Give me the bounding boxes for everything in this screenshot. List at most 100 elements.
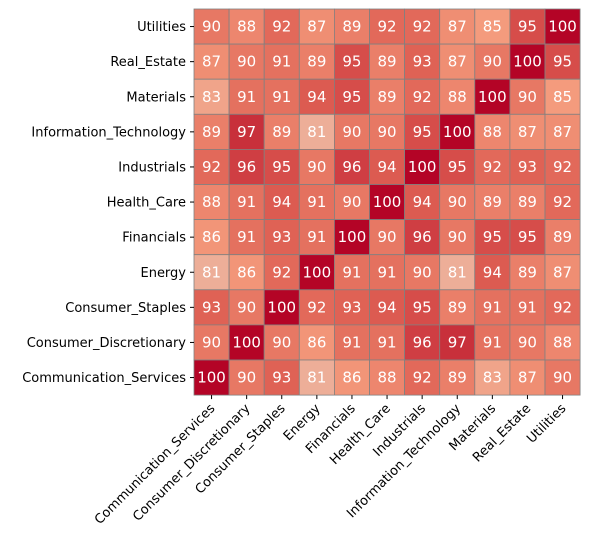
heatmap-cell [474,219,511,256]
heatmap-cell [474,148,511,185]
cell-value-label: 95 [413,298,432,316]
cell-value-label: 89 [307,53,326,71]
cell-value-label: 86 [307,333,326,351]
cell-value-label: 90 [518,333,537,351]
cell-value-label: 90 [237,369,256,387]
heatmap-cell [544,43,581,80]
heatmap-cell [298,113,335,150]
cell-value-label: 88 [448,88,467,106]
cell-value-label: 87 [448,18,467,36]
cell-value-label: 87 [307,18,326,36]
cell-value-label: 93 [342,298,361,316]
heatmap-cell [333,43,370,80]
cell-value-label: 96 [413,333,432,351]
cell-value-label: 90 [518,88,537,106]
cell-value-label: 94 [483,263,502,281]
heatmap-cell [228,359,265,396]
heatmap-cell [263,359,300,396]
cell-value-label: 90 [342,193,361,211]
heatmap-cell [263,324,300,361]
cell-value-label: 90 [272,333,291,351]
heatmap-cell [193,289,230,326]
x-tick-label: Utilities [524,401,569,446]
cell-value-label: 92 [307,298,326,316]
cell-value-label: 91 [342,263,361,281]
heatmap-cell [509,8,546,45]
heatmap-cell [193,219,230,256]
cell-value-label: 91 [237,228,256,246]
cell-value-label: 85 [553,88,572,106]
cell-value-label: 95 [518,228,537,246]
heatmap-cell [509,219,546,256]
cell-value-label: 89 [553,228,572,246]
heatmap-cell [439,8,476,45]
cell-value-label: 88 [378,369,397,387]
cell-value-label: 90 [237,53,256,71]
heatmap-cell [369,148,405,185]
heatmap-cell [509,289,546,326]
heatmap-cell [544,219,581,256]
cell-value-label: 100 [373,193,402,211]
heatmap-cell [474,43,511,80]
y-tick-label: Materials [126,90,186,105]
cell-value-label: 90 [237,298,256,316]
heatmap-cell [509,359,546,396]
heatmap-cell [474,78,511,115]
cell-value-label: 91 [272,53,291,71]
heatmap-cell [298,184,335,220]
cell-value-label: 86 [342,369,361,387]
cell-value-label: 87 [518,123,537,141]
cell-value-label: 83 [202,88,221,106]
heatmap-cell [263,219,300,256]
cell-value-label: 88 [483,123,502,141]
cell-value-label: 91 [518,298,537,316]
y-tick-label: Utilities [137,20,186,35]
cell-value-label: 100 [548,18,577,36]
cell-value-label: 91 [307,228,326,246]
heatmap-cell [263,289,300,326]
cell-value-label: 92 [202,158,221,176]
cell-value-label: 91 [272,88,291,106]
cell-value-label: 91 [237,88,256,106]
cell-value-label: 90 [448,193,467,211]
cell-value-label: 93 [518,158,537,176]
cell-value-label: 94 [272,193,291,211]
heatmap-cell [544,8,581,45]
heatmap-cell [404,219,441,256]
cell-value-label: 95 [483,228,502,246]
heatmap-cell [474,289,511,326]
heatmap-cell [404,43,441,80]
heatmap-cell [193,184,230,220]
heatmap-cell [404,78,441,115]
cell-value-label: 95 [342,88,361,106]
heatmap-cell [509,43,546,80]
heatmap-cell [439,324,476,361]
cell-value-label: 87 [553,263,572,281]
cell-value-label: 89 [342,18,361,36]
cell-value-label: 90 [553,369,572,387]
cell-value-label: 96 [237,158,256,176]
cell-value-label: 81 [448,263,467,281]
cell-value-label: 92 [413,88,432,106]
cell-value-label: 92 [553,158,572,176]
cell-value-label: 81 [202,263,221,281]
cell-value-label: 100 [232,333,261,351]
cell-value-label: 91 [378,333,397,351]
heatmap-cell [298,148,335,185]
cell-value-label: 90 [202,18,221,36]
cell-value-label: 92 [483,158,502,176]
heatmap-cell [333,359,370,396]
cell-value-label: 92 [413,369,432,387]
cell-value-label: 100 [267,298,296,316]
heatmap-cell [228,254,265,291]
heatmap-cell [193,8,230,45]
cell-value-label: 94 [307,88,326,106]
cell-value-label: 89 [448,369,467,387]
cell-value-label: 95 [342,53,361,71]
cell-value-label: 96 [342,158,361,176]
heatmap-cells: 90 88 92 87 89 92 92 87 85 95 100 87 90 91 89 95 89 93 87 9… [193,8,581,396]
heatmap-cell [439,359,476,396]
cell-value-label: 95 [448,158,467,176]
heatmap-cell [474,324,511,361]
x-axis-tick-labels: Communication_ServicesConsumer_Discretio… [92,395,570,528]
